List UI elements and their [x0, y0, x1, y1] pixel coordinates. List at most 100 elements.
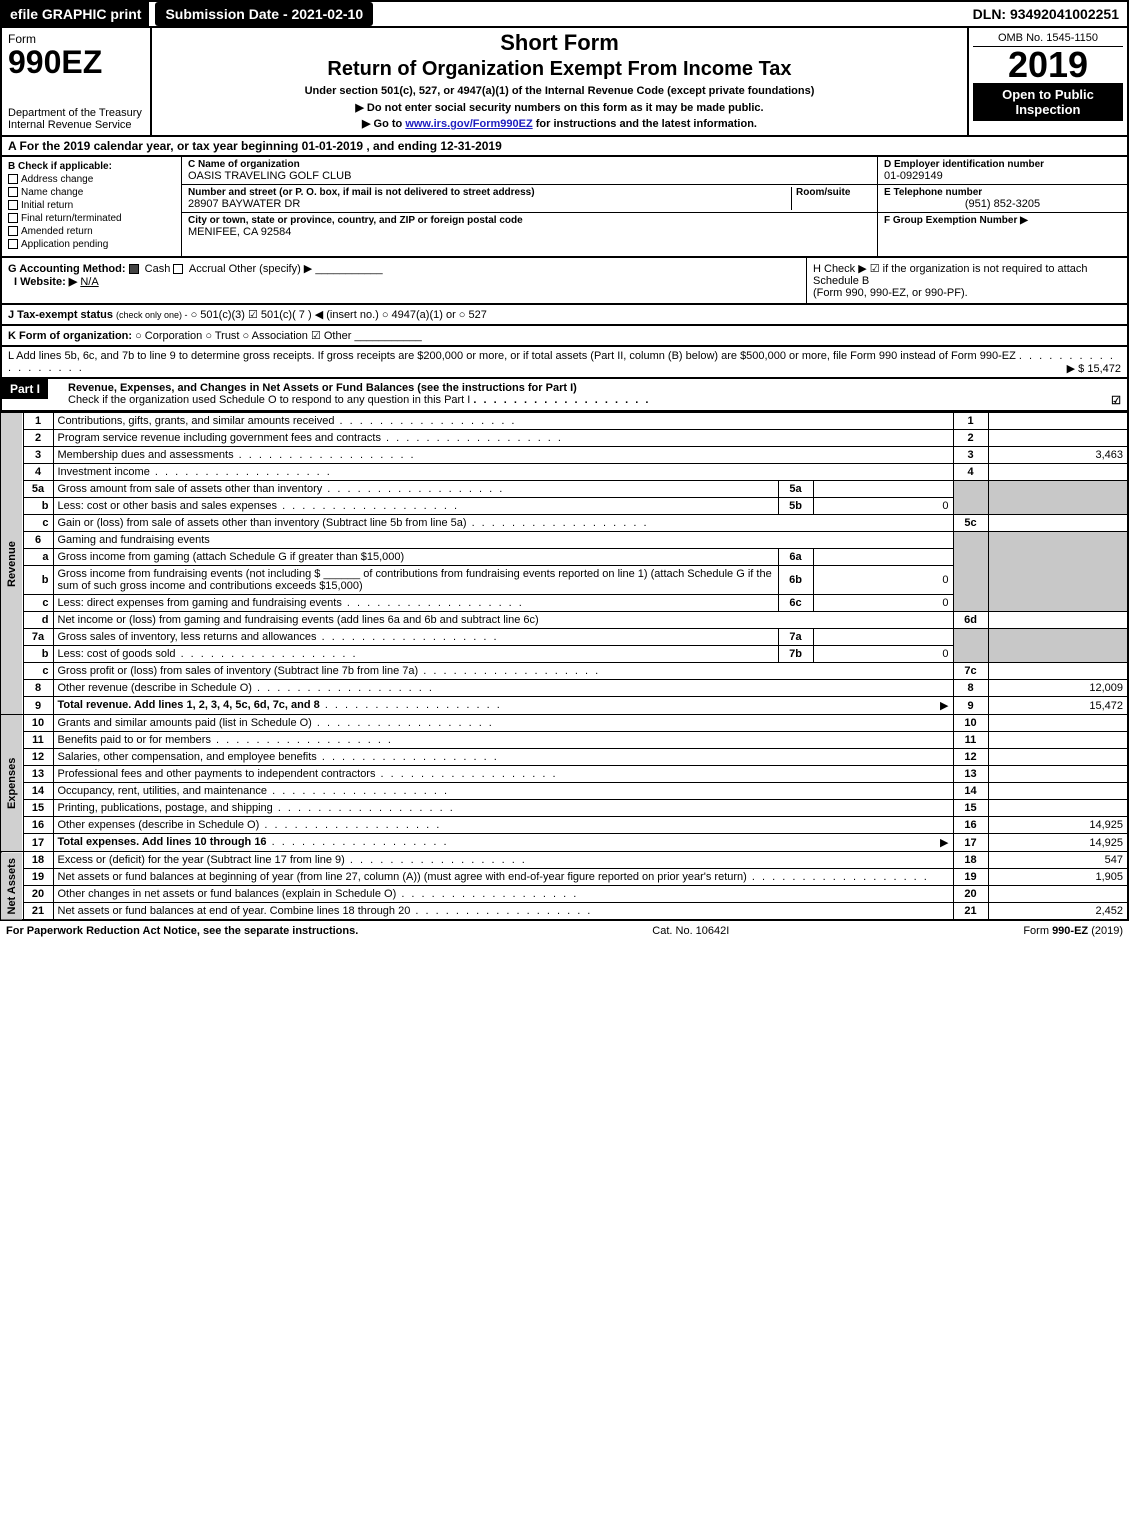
- ein-value: 01-0929149: [884, 170, 1121, 182]
- line-11-amount: [988, 732, 1128, 749]
- h-line2: (Form 990, 990-EZ, or 990-PF).: [813, 287, 1121, 299]
- line-6b-desc1: Gross income from fundraising events (no…: [58, 568, 321, 580]
- chk-amended-return[interactable]: Amended return: [8, 226, 175, 237]
- line-13-label: 13: [953, 766, 988, 783]
- line-16-desc: Other expenses (describe in Schedule O): [58, 819, 260, 831]
- c-name-label: C Name of organization: [188, 159, 871, 170]
- chk-address-change[interactable]: Address change: [8, 174, 175, 185]
- j-options: ○ 501(c)(3) ☑ 501(c)( 7 ) ◀ (insert no.)…: [191, 309, 487, 321]
- line-5a-desc: Gross amount from sale of assets other t…: [58, 483, 323, 495]
- line-17-num: 17: [23, 834, 53, 852]
- page-footer: For Paperwork Reduction Act Notice, see …: [0, 921, 1129, 941]
- topbar-left: efile GRAPHIC print Submission Date - 20…: [2, 2, 965, 26]
- line-6d-desc: Net income or (loss) from gaming and fun…: [58, 614, 539, 626]
- chk-initial-return[interactable]: Initial return: [8, 200, 175, 211]
- chk-name-change[interactable]: Name change: [8, 187, 175, 198]
- org-street: 28907 BAYWATER DR: [188, 198, 791, 210]
- arrow-icon: ▶: [940, 836, 948, 849]
- side-expenses: Expenses: [1, 715, 23, 852]
- line-16-num: 16: [23, 817, 53, 834]
- line-6-desc: Gaming and fundraising events: [53, 532, 953, 549]
- line-19-num: 19: [23, 869, 53, 886]
- c-street-label: Number and street (or P. O. box, if mail…: [188, 187, 791, 198]
- note2-post: for instructions and the latest informat…: [533, 118, 757, 130]
- chk-label-initial: Initial return: [21, 200, 73, 211]
- line-5a-sublabel: 5a: [778, 481, 813, 498]
- line-18-num: 18: [23, 852, 53, 869]
- irs-link[interactable]: www.irs.gov/Form990EZ: [405, 118, 532, 130]
- line-5b-sublabel: 5b: [778, 498, 813, 515]
- h-line1: H Check ▶ ☑ if the organization is not r…: [813, 262, 1121, 287]
- org-name: OASIS TRAVELING GOLF CLUB: [188, 170, 871, 182]
- line-14-amount: [988, 783, 1128, 800]
- k-label: K Form of organization:: [8, 330, 132, 342]
- line-17-label: 17: [953, 834, 988, 852]
- line-13-amount: [988, 766, 1128, 783]
- e-label: E Telephone number: [884, 187, 1121, 198]
- line-3-label: 3: [953, 447, 988, 464]
- line-12-amount: [988, 749, 1128, 766]
- g-other: Other (specify) ▶: [229, 263, 313, 275]
- line-19-label: 19: [953, 869, 988, 886]
- line-11-label: 11: [953, 732, 988, 749]
- row-a-period: A For the 2019 calendar year, or tax yea…: [0, 137, 1129, 157]
- line-7a-sublabel: 7a: [778, 629, 813, 646]
- row-gh: G Accounting Method: Cash Accrual Other …: [0, 258, 1129, 305]
- tax-year: 2019: [973, 47, 1123, 83]
- line-17-desc: Total expenses. Add lines 10 through 16: [58, 836, 267, 848]
- line-5c-num: c: [23, 515, 53, 532]
- open-to-public: Open to Public Inspection: [973, 83, 1123, 121]
- line-16-label: 16: [953, 817, 988, 834]
- line-4-amount: [988, 464, 1128, 481]
- header-center: Short Form Return of Organization Exempt…: [152, 28, 967, 135]
- line-6b-sublabel: 6b: [778, 566, 813, 595]
- header-left: Form 990EZ Department of the Treasury In…: [2, 28, 152, 135]
- line-10-label: 10: [953, 715, 988, 732]
- line-9-amount: 15,472: [988, 697, 1128, 715]
- efile-print-link[interactable]: efile GRAPHIC print: [2, 2, 149, 26]
- irs-label: Internal Revenue Service: [8, 119, 144, 131]
- line-19-amount: 1,905: [988, 869, 1128, 886]
- line-4-desc: Investment income: [58, 466, 150, 478]
- section-l: L Add lines 5b, 6c, and 7b to line 9 to …: [0, 347, 1129, 379]
- line-4-num: 4: [23, 464, 53, 481]
- line-13-num: 13: [23, 766, 53, 783]
- dept-treasury: Department of the Treasury: [8, 107, 144, 119]
- line-20-desc: Other changes in net assets or fund bala…: [58, 888, 397, 900]
- arrow-icon: ▶: [940, 699, 948, 712]
- chk-label-final: Final return/terminated: [21, 213, 122, 224]
- line-2-num: 2: [23, 430, 53, 447]
- line-14-desc: Occupancy, rent, utilities, and maintena…: [58, 785, 268, 797]
- org-city: MENIFEE, CA 92584: [188, 226, 871, 238]
- top-bar: efile GRAPHIC print Submission Date - 20…: [0, 0, 1129, 28]
- note-goto: ▶ Go to www.irs.gov/Form990EZ for instru…: [160, 117, 959, 130]
- line-15-label: 15: [953, 800, 988, 817]
- line-9-desc: Total revenue. Add lines 1, 2, 3, 4, 5c,…: [58, 699, 320, 711]
- line-6c-desc: Less: direct expenses from gaming and fu…: [58, 597, 342, 609]
- line-5c-desc: Gain or (loss) from sale of assets other…: [58, 517, 467, 529]
- line-21-amount: 2,452: [988, 903, 1128, 921]
- line-6c-sublabel: 6c: [778, 595, 813, 612]
- line-1-amount: [988, 413, 1128, 430]
- line-5c-label: 5c: [953, 515, 988, 532]
- line-18-amount: 547: [988, 852, 1128, 869]
- line-7b-subamt: 0: [813, 646, 953, 663]
- l-amount: ▶ $ 15,472: [1067, 362, 1121, 375]
- b-heading: B Check if applicable:: [8, 161, 175, 172]
- chk-final-return[interactable]: Final return/terminated: [8, 213, 175, 224]
- chk-label-name: Name change: [21, 187, 83, 198]
- line-20-label: 20: [953, 886, 988, 903]
- line-14-num: 14: [23, 783, 53, 800]
- side-revenue: Revenue: [1, 413, 23, 715]
- part-i-check-line: Check if the organization used Schedule …: [68, 394, 470, 406]
- line-6c-num: c: [23, 595, 53, 612]
- chk-application-pending[interactable]: Application pending: [8, 239, 175, 250]
- line-8-label: 8: [953, 680, 988, 697]
- title-main: Return of Organization Exempt From Incom…: [160, 58, 959, 81]
- title-short-form: Short Form: [160, 30, 959, 56]
- line-8-desc: Other revenue (describe in Schedule O): [58, 682, 252, 694]
- line-7a-desc: Gross sales of inventory, less returns a…: [58, 631, 317, 643]
- line-1-num: 1: [23, 413, 53, 430]
- line-7c-num: c: [23, 663, 53, 680]
- line-6d-amount: [988, 612, 1128, 629]
